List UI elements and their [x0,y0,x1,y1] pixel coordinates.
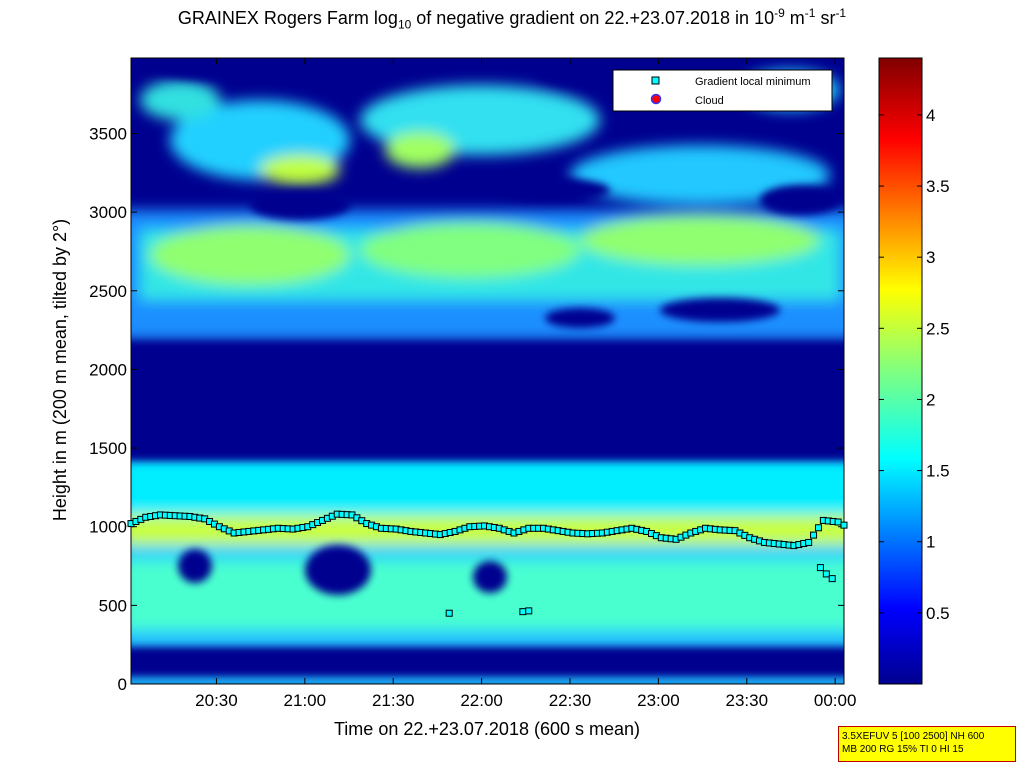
y-tick-label: 3000 [89,203,127,222]
legend: Gradient local minimum Cloud [612,69,833,112]
y-tick-label: 2500 [89,282,127,301]
colorbar-tick-label: 2 [926,390,935,409]
data-point [810,531,818,539]
info-line-2: MB 200 RG 15% TI 0 HI 15 [842,744,964,755]
x-axis: 20:30 21:00 21:30 22:00 22:30 23:00 23:30 00:00 [195,58,856,710]
legend-label-cloud: Cloud [695,95,724,107]
y-tick-label: 2000 [89,360,127,379]
data-point [822,570,830,578]
y-tick-label: 1500 [89,439,127,458]
legend-square-marker [651,76,660,85]
legend-label-gradient: Gradient local minimum [695,76,811,88]
chart-title: GRAINEX Rogers Farm log10 of negative gr… [177,6,847,32]
x-tick-label: 22:30 [549,691,592,710]
info-box: 3.5XEFUV 5 [100 2500] NH 600 MB 200 RG 1… [838,726,1016,762]
colorbar-tick-label: 2.5 [926,319,950,338]
colorbar-tick-label: 1.5 [926,462,950,481]
data-point [816,564,824,572]
data-point [828,575,836,583]
y-axis: 0 500 1000 1500 2000 2500 3000 3500 [89,124,844,694]
data-point [519,608,527,616]
colorbar: 0.5 1 1.5 2 2.5 3 3.5 4 [878,57,950,685]
y-tick-label: 1000 [89,518,127,537]
y-tick-label: 500 [99,596,127,615]
colorbar-tick-label: 1 [926,533,935,552]
x-tick-label: 23:00 [637,691,680,710]
colorbar-ticks: 0.5 1 1.5 2 2.5 3 3.5 4 [879,106,950,623]
x-tick-label: 21:30 [372,691,415,710]
legend-box [612,69,833,112]
x-tick-label: 20:30 [195,691,238,710]
data-point [840,521,848,529]
x-tick-label: 23:30 [725,691,768,710]
data-point [814,524,822,532]
data-point [805,538,813,546]
heatmap-field [131,58,844,684]
x-axis-label: Time on 22.+23.07.2018 (600 s mean) [334,719,640,739]
plot-frame [130,57,845,685]
data-point [525,607,533,615]
colorbar-tick-label: 0.5 [926,604,950,623]
x-tick-label: 21:00 [284,691,327,710]
colorbar-tick-label: 3 [926,248,935,267]
gradient-minimum-markers [127,510,848,617]
y-tick-label: 3500 [89,124,127,143]
colorbar-tick-label: 4 [926,106,935,125]
data-point [445,609,453,617]
colorbar-gradient [878,57,923,685]
data-point [834,518,842,526]
y-axis-label: Height in m (200 m mean, tilted by 2°) [50,219,70,521]
y-tick-label: 0 [118,675,127,694]
colorbar-tick-label: 3.5 [926,177,950,196]
x-tick-label: 00:00 [814,691,857,710]
x-tick-label: 22:00 [460,691,503,710]
legend-circle-marker [650,93,662,105]
info-line-1: 3.5XEFUV 5 [100 2500] NH 600 [842,731,985,742]
